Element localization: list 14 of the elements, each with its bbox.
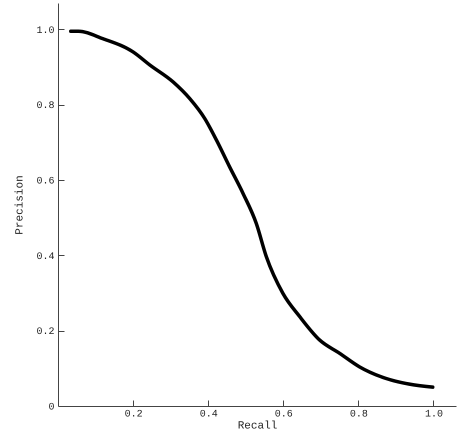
x-tick-label: 0.8 bbox=[350, 410, 368, 420]
y-axis-title: Precision bbox=[14, 175, 26, 235]
y-tick-label: 0.8 bbox=[36, 101, 54, 112]
x-tick-label: 0.6 bbox=[274, 410, 293, 420]
y-tick-label: 0.4 bbox=[36, 252, 54, 263]
y-tick-label: 0.2 bbox=[36, 327, 54, 338]
y-tick-label: 0.6 bbox=[36, 176, 54, 188]
x-tick-label: 0.2 bbox=[124, 410, 143, 420]
y-tick-label: 1.0 bbox=[36, 26, 54, 37]
x-tick-label: 0.4 bbox=[200, 410, 218, 420]
y-tick-label: 0 bbox=[48, 402, 54, 414]
line-series bbox=[69, 30, 434, 389]
x-axis-title: Recall bbox=[238, 420, 278, 432]
x-tick-label: 1.0 bbox=[424, 410, 443, 420]
